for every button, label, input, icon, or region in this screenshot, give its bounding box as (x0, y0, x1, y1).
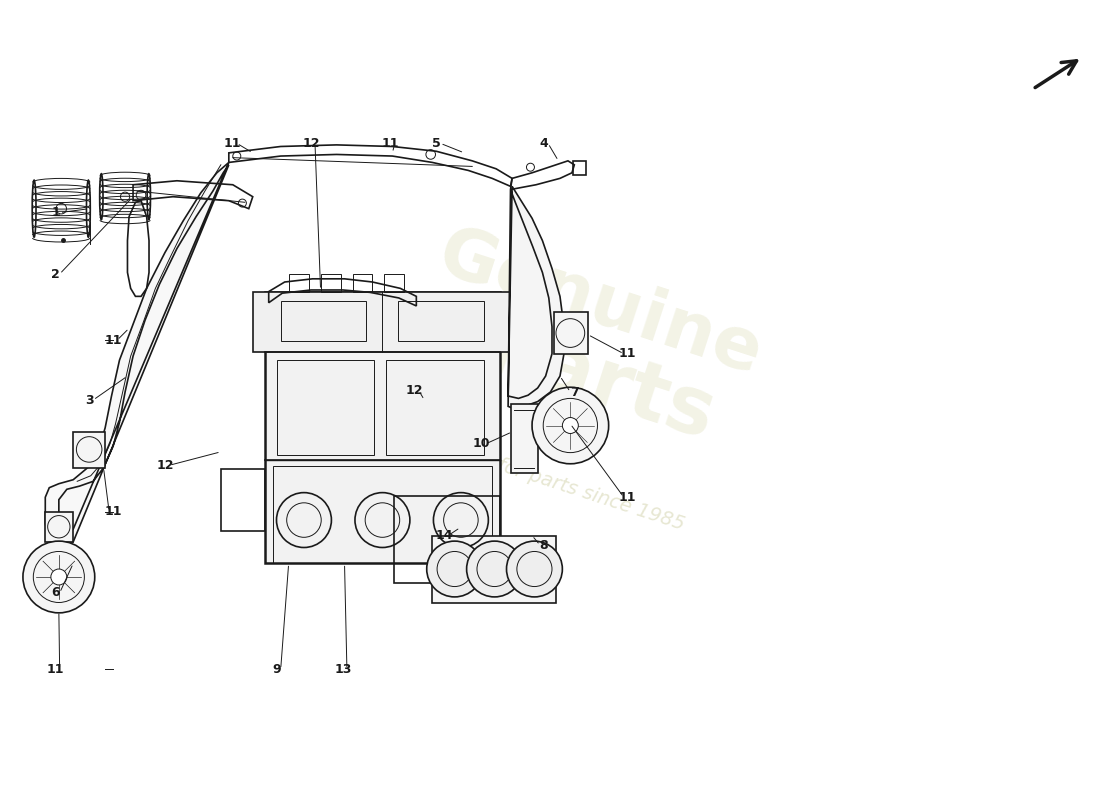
Polygon shape (253, 292, 513, 352)
Text: 4: 4 (540, 137, 549, 150)
Polygon shape (265, 292, 500, 563)
Text: 11: 11 (619, 347, 637, 360)
Text: 11: 11 (104, 505, 122, 518)
Text: 11: 11 (224, 137, 242, 150)
Text: 7: 7 (570, 386, 579, 398)
Text: 14: 14 (436, 529, 453, 542)
Text: 12: 12 (302, 137, 320, 150)
Polygon shape (45, 162, 229, 542)
Text: 11: 11 (619, 490, 637, 504)
Text: 11: 11 (104, 334, 122, 346)
Polygon shape (553, 312, 587, 354)
Circle shape (532, 387, 608, 464)
Text: 11: 11 (382, 137, 399, 150)
Text: 12: 12 (156, 459, 174, 472)
Polygon shape (508, 186, 564, 408)
Circle shape (427, 541, 483, 597)
Text: 9: 9 (273, 663, 280, 676)
Polygon shape (74, 432, 106, 468)
Circle shape (51, 569, 67, 585)
Polygon shape (432, 535, 556, 603)
Polygon shape (510, 404, 538, 474)
Text: 13: 13 (334, 663, 352, 676)
Text: Parts: Parts (475, 310, 725, 458)
Circle shape (23, 541, 95, 613)
Text: 2: 2 (52, 267, 60, 281)
Text: 1: 1 (52, 206, 60, 219)
Text: 5: 5 (432, 137, 441, 150)
Text: a passion for parts since 1985: a passion for parts since 1985 (402, 425, 688, 534)
Text: 3: 3 (85, 394, 94, 406)
Text: 12: 12 (406, 384, 424, 397)
Text: 6: 6 (52, 586, 60, 599)
Circle shape (506, 541, 562, 597)
Circle shape (466, 541, 522, 597)
Text: 8: 8 (540, 538, 548, 551)
Text: Genuine: Genuine (429, 219, 771, 389)
Text: 11: 11 (47, 663, 65, 676)
Text: 10: 10 (473, 438, 491, 450)
Polygon shape (45, 512, 74, 542)
Circle shape (562, 418, 579, 434)
